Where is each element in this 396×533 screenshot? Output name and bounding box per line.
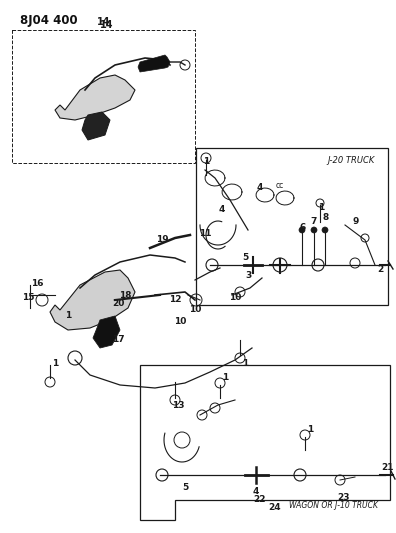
Text: 6: 6 (300, 223, 306, 232)
Circle shape (299, 227, 305, 233)
Text: 22: 22 (254, 496, 266, 505)
Text: 13: 13 (172, 400, 184, 409)
Text: 10: 10 (174, 318, 186, 327)
Text: 5: 5 (242, 253, 248, 262)
Text: 1: 1 (52, 359, 58, 367)
Polygon shape (55, 75, 135, 120)
Text: 21: 21 (381, 464, 393, 472)
Text: 1: 1 (307, 425, 313, 434)
Polygon shape (140, 365, 390, 520)
Bar (196, 148, 388, 305)
Text: WAGON OR J-10 TRUCK: WAGON OR J-10 TRUCK (289, 501, 378, 510)
Text: 4: 4 (219, 206, 225, 214)
Text: 23: 23 (337, 492, 349, 502)
Polygon shape (50, 270, 135, 330)
Bar (12, 30, 195, 163)
Text: cc: cc (276, 182, 284, 190)
Circle shape (311, 227, 317, 233)
Text: 12: 12 (169, 295, 181, 304)
Text: 10: 10 (189, 305, 201, 314)
Polygon shape (82, 112, 110, 140)
Text: 1: 1 (65, 311, 71, 319)
Text: 18: 18 (119, 292, 131, 301)
Text: 2: 2 (377, 265, 383, 274)
Text: 14: 14 (100, 20, 114, 30)
Text: 14: 14 (97, 17, 110, 27)
Text: 24: 24 (269, 504, 281, 513)
Text: 1: 1 (203, 157, 209, 166)
Text: 17: 17 (112, 335, 124, 344)
Polygon shape (138, 55, 170, 72)
Text: 16: 16 (31, 279, 43, 287)
Text: 7: 7 (311, 217, 317, 227)
Text: 3: 3 (245, 271, 251, 279)
Text: 4: 4 (253, 488, 259, 497)
Circle shape (322, 227, 328, 233)
Text: 1: 1 (242, 359, 248, 367)
Text: 15: 15 (22, 294, 34, 303)
Text: 9: 9 (353, 217, 359, 227)
Text: 1: 1 (318, 203, 324, 212)
Text: J-20 TRUCK: J-20 TRUCK (327, 156, 375, 165)
Text: 10: 10 (229, 294, 241, 303)
Text: 1: 1 (222, 374, 228, 383)
Text: 11: 11 (199, 229, 211, 238)
Text: 5: 5 (182, 482, 188, 491)
Text: 8J04 400: 8J04 400 (20, 14, 78, 27)
Text: 20: 20 (112, 298, 124, 308)
Polygon shape (93, 316, 120, 348)
Text: 4: 4 (257, 182, 263, 191)
Text: 8: 8 (323, 214, 329, 222)
Text: 19: 19 (156, 236, 168, 245)
